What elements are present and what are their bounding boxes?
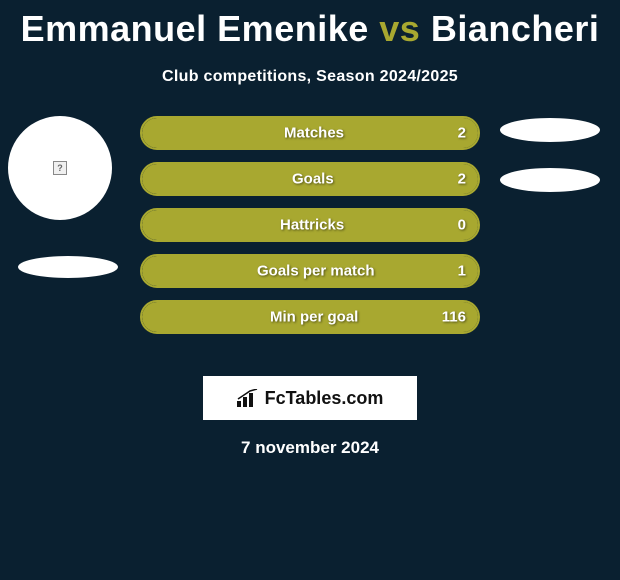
stat-value: 0 [458,217,466,234]
player1-name: Emmanuel Emenike [21,8,369,49]
stat-label: Matches [284,125,344,142]
stat-label: Goals [292,171,334,188]
player2-name: Biancheri [431,8,600,49]
player1-avatar: ? [8,116,112,220]
comparison-arena: ? Matches 2 Goals 2 Hattricks 0 Goals per matc… [0,116,620,366]
stats-container: Matches 2 Goals 2 Hattricks 0 Goals per match 1… [140,116,480,346]
branding-badge: FcTables.com [203,376,417,420]
vs-text: vs [379,8,420,49]
stat-label: Goals per match [257,263,375,280]
stat-value: 1 [458,263,466,280]
branding-text: FcTables.com [265,388,384,409]
stat-value: 116 [442,309,466,326]
stat-label: Hattricks [280,217,344,234]
stat-row: Goals per match 1 [140,254,480,288]
player2-shadow-upper [500,118,600,142]
subtitle: Club competitions, Season 2024/2025 [0,68,620,86]
page-title: Emmanuel Emenike vs Biancheri [0,0,620,50]
stat-row: Hattricks 0 [140,208,480,242]
stat-row: Min per goal 116 [140,300,480,334]
stat-value: 2 [458,171,466,188]
snapshot-date: 7 november 2024 [0,438,620,458]
player1-shadow [18,256,118,278]
missing-image-icon: ? [53,161,67,175]
stat-row: Goals 2 [140,162,480,196]
player2-shadow-lower [500,168,600,192]
stat-value: 2 [458,125,466,142]
chart-icon [237,389,259,407]
stat-row: Matches 2 [140,116,480,150]
stat-label: Min per goal [270,309,358,326]
